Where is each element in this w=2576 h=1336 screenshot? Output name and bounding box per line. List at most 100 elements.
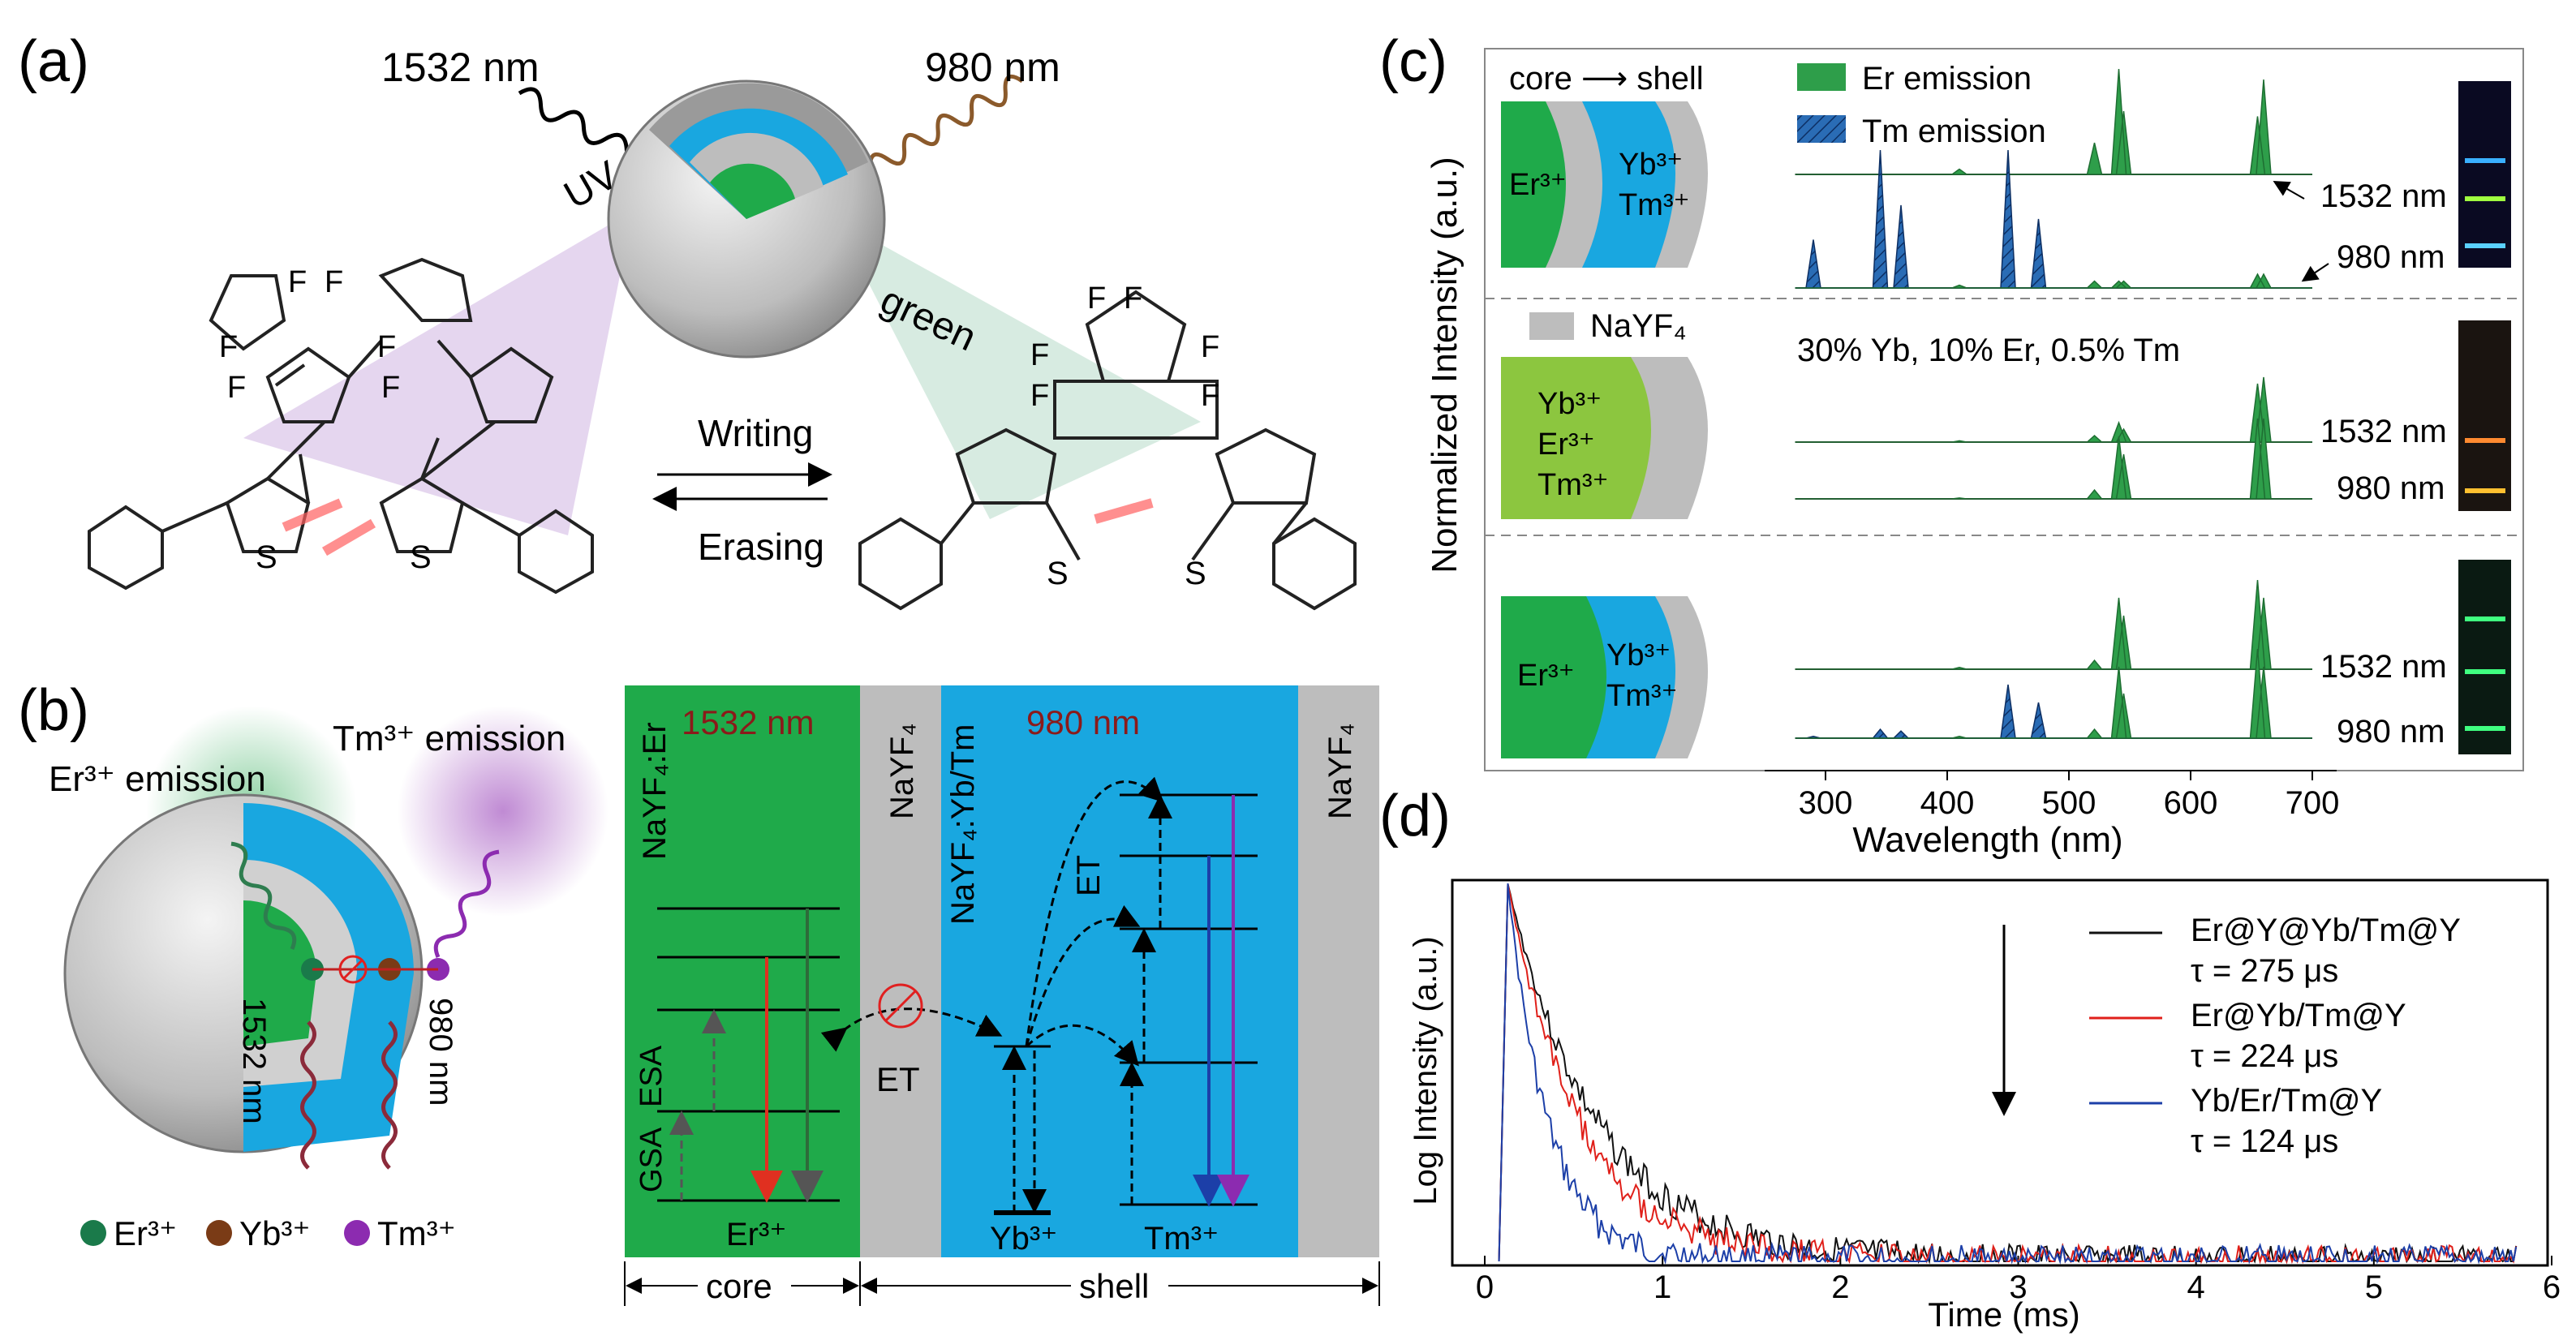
vial-band-3b	[2465, 669, 2505, 674]
d-xlabel: Time (ms)	[1928, 1295, 2079, 1334]
legend-tm-emission: Tm emission	[1862, 114, 2046, 149]
excitation-1532-label: 1532 nm	[381, 45, 540, 90]
c-x-ticks: 300 400 500 600 700	[1799, 771, 2339, 821]
core-shell-arrow-label: core ⟶ shell	[1509, 61, 1704, 97]
tm-emission-spectrum	[1795, 149, 2312, 289]
atom-s-3: S	[1047, 556, 1069, 591]
uv-light-cone	[243, 211, 633, 535]
row2-core-ion-3: Tm³⁺	[1537, 468, 1609, 502]
excitation-980-wave-b	[381, 1020, 398, 1170]
c-x-tick-label: 500	[2042, 785, 2096, 821]
tm-ion-label: Tm³⁺	[1144, 1221, 1219, 1257]
green-light-cone	[836, 219, 1201, 519]
yb-ion-label: Yb³⁺	[990, 1221, 1057, 1257]
panel-label-a: (a)	[18, 29, 89, 94]
panel-label-c: (c)	[1379, 29, 1447, 94]
d-x-tick-label: 1	[1654, 1269, 1671, 1305]
diagram-outer-region	[1298, 685, 1379, 1257]
vial-band-1c	[2465, 243, 2505, 248]
row2-core-ion-2: Er³⁺	[1537, 427, 1595, 462]
emission-glow-purple	[398, 706, 609, 917]
legend-name-3: Yb/Er/Tm@Y	[2191, 1083, 2382, 1119]
spectra-group	[1795, 68, 2312, 739]
legend-er-swatch	[1797, 63, 1846, 91]
row1-exc-980-pointer	[2301, 263, 2329, 282]
vial-photo-row-1	[2458, 81, 2511, 268]
er-emission-spectrum	[1795, 376, 2312, 443]
et-arc-2	[1025, 904, 1141, 1047]
row1-core-ion: Er³⁺	[1509, 168, 1567, 202]
schematic-row-2	[1501, 357, 1708, 519]
row1-exc-1532: 1532 nm	[2320, 178, 2447, 214]
tm-emission-label: Tm³⁺ emission	[333, 719, 566, 758]
atom-f-5: F	[227, 371, 246, 405]
legend-name-2: Er@Yb/Tm@Y	[2191, 998, 2406, 1033]
excitation-980-label: 980 nm	[925, 45, 1060, 90]
vial-band-3c	[2465, 726, 2505, 731]
wavelength-980-label-b: 980 nm	[423, 998, 458, 1106]
diagram-inert-region	[860, 685, 941, 1257]
diagram-shell-region	[941, 685, 1298, 1257]
c-x-tick-label: 600	[2164, 785, 2218, 821]
vial-band-1a	[2465, 158, 2505, 163]
d-x-tick-label: 0	[1476, 1269, 1494, 1305]
erasing-label: Erasing	[698, 526, 824, 568]
atom-f-2: F	[325, 265, 343, 299]
panel-b: Er³⁺ emission Tm³⁺ emission 1532 nm 980 …	[49, 685, 1380, 1306]
blocked-et-icon	[878, 983, 923, 1029]
vial-band-3a	[2465, 616, 2505, 621]
atom-f-3: F	[219, 330, 238, 364]
row2-core-ion-1: Yb³⁺	[1537, 387, 1602, 421]
row1-shell-ion-1: Yb³⁺	[1619, 148, 1683, 182]
vial-band-2b	[2465, 488, 2505, 493]
vial-band-2a	[2465, 438, 2505, 443]
atom-f-12: F	[1201, 379, 1219, 413]
decay-curve-3	[1498, 883, 2518, 1265]
row3-shell-ion-1: Yb³⁺	[1606, 638, 1671, 672]
panel-label-d: (d)	[1379, 784, 1451, 848]
core-layer-label: NaYF₄:Er	[637, 722, 673, 860]
gsa-label: GSA	[634, 1127, 669, 1192]
atom-s-4: S	[1185, 556, 1206, 591]
atom-f-1: F	[288, 265, 307, 299]
row3-shell-ion-2: Tm³⁺	[1606, 679, 1678, 713]
et-arc-3	[1025, 776, 1164, 1047]
d-ylabel: Log Intensity (a.u.)	[1408, 936, 1443, 1205]
row2-exc-980: 980 nm	[2337, 470, 2445, 506]
core-wavelength-label: 1532 nm	[682, 703, 814, 741]
panel-d: Log Intensity (a.u.) Time (ms) 0 1 2 3 4 5 6 E…	[1408, 878, 2561, 1334]
schematic-row-3	[1501, 596, 1708, 758]
wavelength-1532-label-b: 1532 nm	[236, 998, 272, 1124]
atom-f-9: F	[1030, 338, 1049, 372]
writing-label: Writing	[698, 412, 813, 454]
atom-f-4: F	[377, 330, 396, 364]
c-x-tick-label: 400	[1920, 785, 1975, 821]
vial-photo-row-2	[2458, 320, 2511, 511]
shell-wavelength-label: 980 nm	[1026, 703, 1140, 741]
row1-exc-1532-pointer	[2273, 181, 2305, 200]
schematic-row-1	[1501, 101, 1708, 268]
blocked-et-slash	[884, 990, 917, 1022]
legend-tm-label: Tm³⁺	[377, 1214, 456, 1252]
shell-label: shell	[1079, 1267, 1149, 1305]
vial-photo-row-3	[2458, 560, 2511, 754]
atom-f-6: F	[381, 371, 400, 405]
legend-er-emission: Er emission	[1862, 61, 2032, 97]
row2-exc-1532: 1532 nm	[2320, 414, 2447, 449]
cutaway-core-green	[243, 900, 316, 1046]
molecule-open-highlight-2	[321, 518, 376, 556]
blocked-transfer-icon	[338, 955, 368, 984]
d-x-tick-label: 4	[2187, 1269, 2205, 1305]
atom-f-11: F	[1030, 379, 1049, 413]
atom-f-7: F	[1087, 281, 1106, 316]
d-x-tick-label: 6	[2543, 1269, 2561, 1305]
et-arc-1	[1025, 1024, 1139, 1067]
c-xlabel: Wavelength (nm)	[1852, 820, 2122, 860]
row3-exc-1532: 1532 nm	[2320, 649, 2447, 685]
d-x-tick-label: 2	[1831, 1269, 1849, 1305]
molecule-closed-highlight	[1094, 498, 1154, 524]
atom-s-1: S	[256, 539, 277, 575]
legend-yb-label: Yb³⁺	[239, 1214, 311, 1252]
legend-name-1: Er@Y@Yb/Tm@Y	[2191, 913, 2461, 948]
panel-a: 1532 nm 980 nm UV green Writing Erasing	[88, 45, 1357, 611]
